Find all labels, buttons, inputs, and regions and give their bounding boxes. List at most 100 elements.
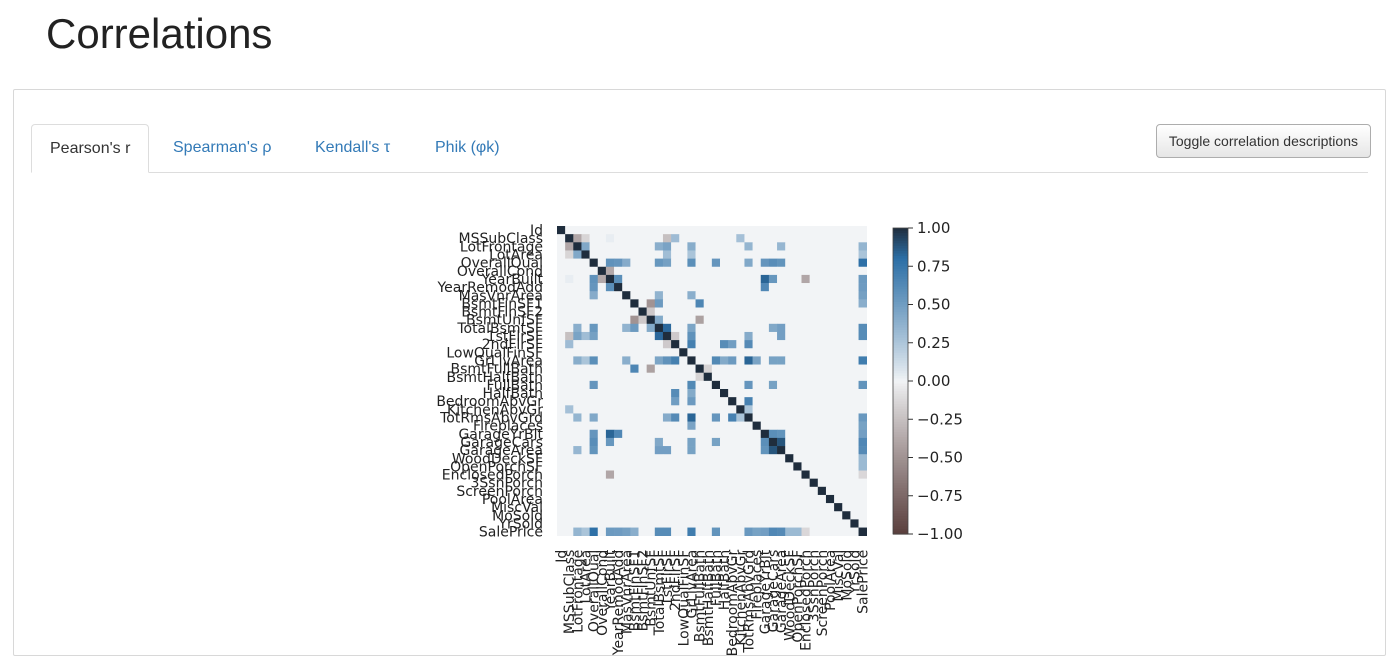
heatmap-cell bbox=[777, 462, 785, 470]
heatmap-cell bbox=[696, 438, 704, 446]
heatmap-cell bbox=[728, 340, 736, 348]
heatmap-cell bbox=[720, 267, 728, 275]
heatmap-cell bbox=[630, 242, 638, 250]
heatmap-cell bbox=[785, 511, 793, 519]
heatmap-cell bbox=[826, 479, 834, 487]
heatmap-cell bbox=[663, 365, 671, 373]
heatmap-cell bbox=[793, 438, 801, 446]
heatmap-cell bbox=[606, 389, 614, 397]
heatmap-cell bbox=[565, 373, 573, 381]
heatmap-cell bbox=[687, 487, 695, 495]
heatmap-cell bbox=[622, 226, 630, 234]
heatmap-cell bbox=[639, 446, 647, 454]
heatmap-cell bbox=[712, 405, 720, 413]
heatmap-cell bbox=[850, 348, 858, 356]
heatmap-cell bbox=[598, 348, 606, 356]
heatmap-cell bbox=[802, 324, 810, 332]
heatmap-cell bbox=[565, 242, 573, 250]
heatmap-cell bbox=[810, 283, 818, 291]
heatmap-cell bbox=[728, 405, 736, 413]
heatmap-cell bbox=[598, 405, 606, 413]
heatmap-cell bbox=[687, 324, 695, 332]
heatmap-cell bbox=[557, 283, 565, 291]
heatmap-cell bbox=[630, 381, 638, 389]
heatmap-cell bbox=[842, 356, 850, 364]
heatmap-cell bbox=[826, 413, 834, 421]
heatmap-cell bbox=[810, 487, 818, 495]
heatmap-cell bbox=[598, 340, 606, 348]
heatmap-cell bbox=[614, 528, 622, 536]
heatmap-cell bbox=[842, 226, 850, 234]
heatmap-cell bbox=[720, 430, 728, 438]
heatmap-cell bbox=[777, 471, 785, 479]
heatmap-cell bbox=[728, 519, 736, 527]
heatmap-cell bbox=[655, 291, 663, 299]
heatmap-cell bbox=[761, 528, 769, 536]
heatmap-cell bbox=[818, 405, 826, 413]
heatmap-cell bbox=[736, 462, 744, 470]
heatmap-cell bbox=[859, 324, 867, 332]
heatmap-cell bbox=[581, 234, 589, 242]
heatmap-cell bbox=[785, 454, 793, 462]
heatmap-cell bbox=[557, 259, 565, 267]
heatmap-cell bbox=[720, 454, 728, 462]
heatmap-cell bbox=[622, 471, 630, 479]
heatmap-cell bbox=[826, 528, 834, 536]
heatmap-cell bbox=[663, 487, 671, 495]
heatmap-cell bbox=[704, 397, 712, 405]
heatmap-cell bbox=[720, 259, 728, 267]
heatmap-cell bbox=[834, 340, 842, 348]
heatmap-cell bbox=[802, 454, 810, 462]
heatmap-cell bbox=[793, 471, 801, 479]
heatmap-cell bbox=[565, 348, 573, 356]
heatmap-cell bbox=[859, 283, 867, 291]
heatmap-cell bbox=[663, 462, 671, 470]
heatmap-cell bbox=[744, 267, 752, 275]
heatmap-cell bbox=[736, 283, 744, 291]
heatmap-cell bbox=[679, 356, 687, 364]
heatmap-cell bbox=[573, 495, 581, 503]
heatmap-cell bbox=[777, 397, 785, 405]
heatmap-cell bbox=[802, 316, 810, 324]
heatmap-cell bbox=[761, 438, 769, 446]
row-label: SalePrice bbox=[479, 525, 543, 541]
heatmap-cell bbox=[818, 519, 826, 527]
heatmap-cell bbox=[671, 365, 679, 373]
heatmap-cell bbox=[753, 471, 761, 479]
heatmap-cell bbox=[614, 324, 622, 332]
heatmap-cell bbox=[581, 438, 589, 446]
heatmap-cell bbox=[647, 316, 655, 324]
heatmap-cell bbox=[859, 454, 867, 462]
heatmap-cell bbox=[590, 291, 598, 299]
heatmap-cell bbox=[850, 242, 858, 250]
heatmap-cell bbox=[671, 291, 679, 299]
heatmap-cell bbox=[785, 308, 793, 316]
heatmap-cell bbox=[785, 267, 793, 275]
heatmap-cell bbox=[769, 446, 777, 454]
heatmap-cell bbox=[630, 316, 638, 324]
heatmap-cell bbox=[704, 519, 712, 527]
heatmap-cell bbox=[598, 373, 606, 381]
heatmap-cell bbox=[573, 348, 581, 356]
heatmap-cell bbox=[671, 430, 679, 438]
heatmap-cell bbox=[736, 340, 744, 348]
heatmap-cell bbox=[810, 267, 818, 275]
colorbar-tick-label: 1.00 bbox=[917, 219, 950, 237]
heatmap-cell bbox=[753, 234, 761, 242]
heatmap-cell bbox=[655, 462, 663, 470]
heatmap-cell bbox=[598, 528, 606, 536]
heatmap-cell bbox=[810, 503, 818, 511]
heatmap-cell bbox=[744, 519, 752, 527]
heatmap-cell bbox=[622, 299, 630, 307]
heatmap-cell bbox=[720, 365, 728, 373]
heatmap-cell bbox=[736, 438, 744, 446]
heatmap-cell bbox=[834, 405, 842, 413]
heatmap-cell bbox=[573, 365, 581, 373]
heatmap-cell bbox=[663, 308, 671, 316]
heatmap-cell bbox=[655, 226, 663, 234]
heatmap-cell bbox=[785, 446, 793, 454]
heatmap-cell bbox=[842, 250, 850, 258]
heatmap-cell bbox=[696, 316, 704, 324]
heatmap-cell bbox=[753, 462, 761, 470]
heatmap-cell bbox=[728, 495, 736, 503]
